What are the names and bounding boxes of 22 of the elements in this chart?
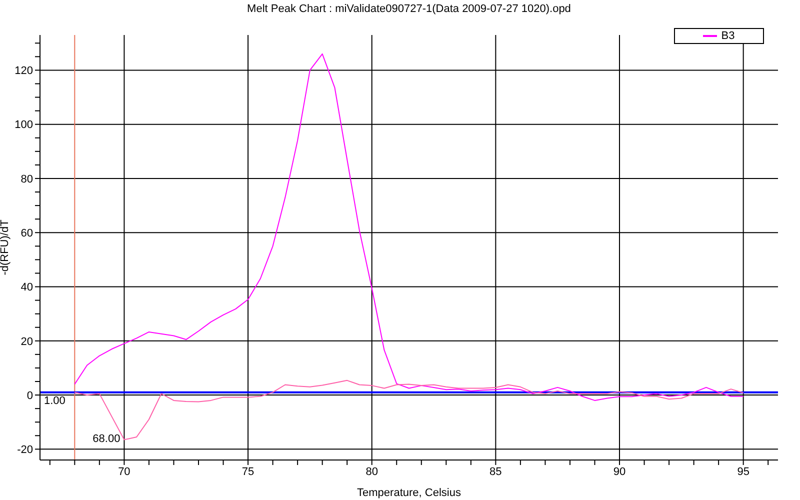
line-series [74, 380, 744, 440]
y-tick-label: 80 [20, 173, 33, 186]
y-tick-label: 0 [26, 390, 33, 402]
ref-line-label: 68.00 [92, 433, 120, 445]
ref-line-label: 1.00 [44, 395, 66, 408]
y-tick-label: 120 [14, 65, 33, 78]
x-tick-label: 70 [118, 466, 130, 478]
x-tick-label: 90 [613, 466, 626, 478]
x-axis-title: Temperature, Celsius [357, 487, 462, 499]
y-axis-title: -d(RFU)/dT [0, 219, 11, 276]
chart-title: Melt Peak Chart : miValidate090727-1(Data 2009-07-27 1020).opd [246, 3, 572, 15]
line-series [74, 53, 744, 401]
y-tick-label: -20 [17, 444, 33, 456]
x-tick-label: 75 [242, 466, 254, 478]
y-tick-label: 40 [20, 282, 33, 294]
legend-label: B3 [721, 30, 735, 42]
y-tick-label: 100 [14, 119, 33, 132]
x-tick-label: 85 [490, 466, 502, 478]
y-tick-label: 60 [20, 228, 33, 240]
y-tick-label: 20 [20, 336, 33, 348]
x-tick-label: 95 [737, 466, 750, 478]
x-tick-label: 80 [366, 466, 378, 478]
